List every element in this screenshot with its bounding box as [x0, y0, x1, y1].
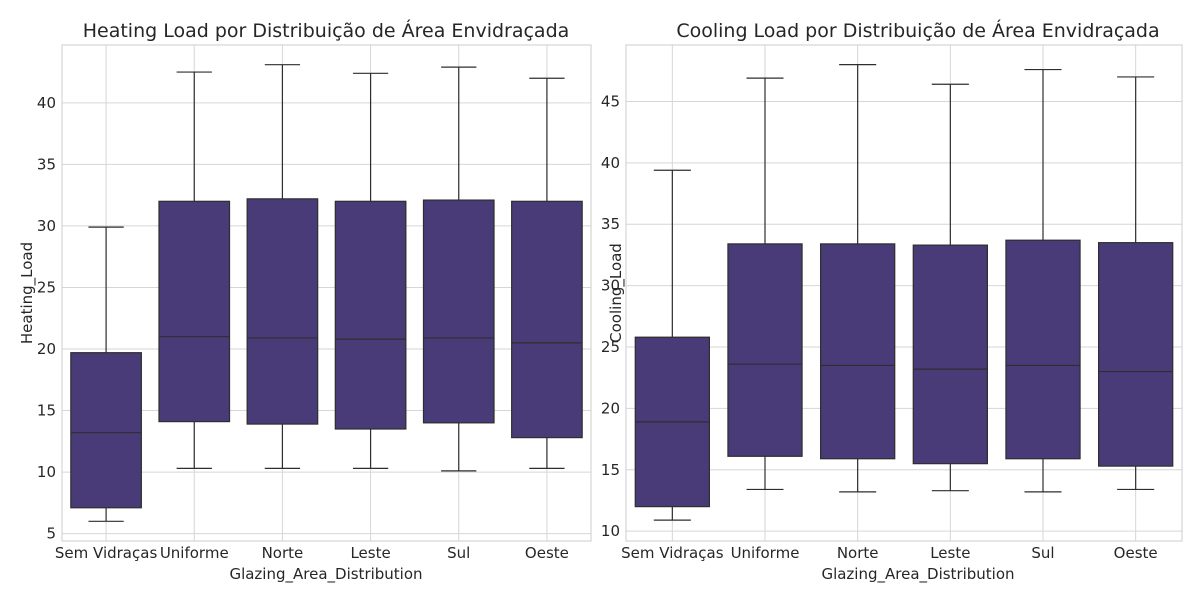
- y-tick-label: 15: [37, 402, 56, 420]
- chart-title: Heating Load por Distribuição de Área En…: [83, 19, 570, 42]
- x-tick-label: Sul: [1031, 544, 1054, 562]
- chart-title: Cooling Load por Distribuição de Área En…: [676, 19, 1159, 42]
- box-1: [634, 169, 710, 521]
- box-6: [511, 77, 583, 469]
- y-tick-label: 5: [46, 525, 56, 543]
- box-body: [246, 198, 319, 425]
- y-tick-label: 45: [601, 92, 620, 110]
- y-tick-label: 40: [37, 94, 56, 112]
- y-tick-label: 20: [37, 340, 56, 358]
- y-tick-label: 30: [37, 217, 56, 235]
- x-tick-label: Norte: [837, 544, 879, 562]
- box-5: [1005, 68, 1081, 493]
- box-body: [727, 243, 803, 457]
- plot-frame: [61, 44, 592, 542]
- box-body: [819, 243, 896, 460]
- box-4: [912, 83, 988, 492]
- y-tick-label: 30: [601, 277, 620, 295]
- y-tick-label: 25: [37, 278, 56, 296]
- box-2: [727, 77, 803, 491]
- box-6: [1097, 76, 1174, 491]
- cooling-load-chart: Cooling Load por Distribuição de Área En…: [601, 19, 1183, 584]
- y-tick-label: 35: [601, 215, 620, 233]
- plot-frame: [625, 44, 1183, 542]
- box-body: [70, 352, 142, 509]
- y-axis-label: Cooling_Load: [607, 243, 626, 343]
- box-5: [422, 66, 495, 472]
- box-body: [511, 200, 583, 439]
- box-4: [334, 72, 407, 469]
- box-body: [912, 244, 988, 465]
- y-tick-label: 15: [601, 461, 620, 479]
- y-tick-label: 10: [37, 463, 56, 481]
- x-tick-label: Oeste: [1114, 544, 1158, 562]
- x-tick-label: Oeste: [525, 544, 569, 562]
- x-tick-label: Uniforme: [731, 544, 800, 562]
- x-tick-label: Leste: [930, 544, 970, 562]
- x-tick-label: Sem Vidraças: [55, 544, 158, 562]
- y-axis-label: Heating_Load: [18, 242, 37, 344]
- box-2: [158, 71, 231, 469]
- heating-load-chart: Heating Load por Distribuição de Área En…: [18, 19, 592, 584]
- y-tick-label: 35: [37, 155, 56, 173]
- box-body: [422, 199, 495, 424]
- box-body: [1097, 242, 1174, 467]
- y-tick-label: 40: [601, 154, 620, 172]
- x-axis-label: Glazing_Area_Distribution: [821, 565, 1014, 584]
- y-tick-label: 25: [601, 338, 620, 356]
- y-tick-label: 10: [601, 522, 620, 540]
- x-tick-label: Sul: [447, 544, 470, 562]
- box-1: [70, 226, 142, 522]
- box-body: [1005, 239, 1081, 460]
- box-body: [334, 200, 407, 430]
- x-tick-label: Leste: [350, 544, 390, 562]
- x-tick-label: Sem Vidraças: [621, 544, 724, 562]
- y-tick-label: 20: [601, 399, 620, 417]
- box-3: [246, 64, 319, 469]
- x-tick-label: Uniforme: [160, 544, 229, 562]
- x-tick-label: Norte: [262, 544, 304, 562]
- x-axis-label: Glazing_Area_Distribution: [229, 565, 422, 584]
- box-3: [819, 64, 896, 493]
- box-body: [158, 200, 231, 423]
